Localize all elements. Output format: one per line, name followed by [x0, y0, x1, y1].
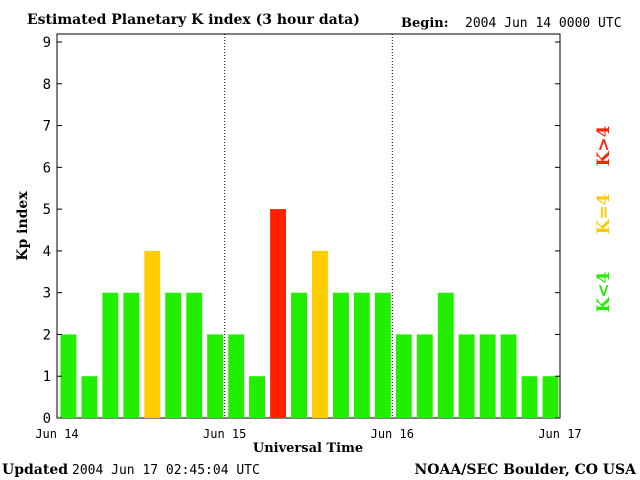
kp-bar	[207, 334, 224, 418]
kp-bar	[60, 334, 77, 418]
x-tick-label: Jun 16	[371, 427, 414, 441]
kp-bar	[500, 334, 517, 418]
x-axis: Jun 14 Jun 15 Jun 16 Jun 17	[35, 427, 581, 441]
kp-bar	[228, 334, 245, 418]
kp-bar	[81, 376, 98, 418]
updated-label: Updated	[2, 462, 68, 478]
y-axis: 0 1 2 3 4 5 6 7 8 9	[43, 35, 560, 427]
kp-bar	[312, 250, 328, 418]
begin-label: Begin:	[401, 16, 449, 31]
kp-bar	[270, 209, 286, 418]
updated-value: 2004 Jun 17 02:45:04 UTC	[72, 463, 260, 478]
kp-bar	[144, 250, 161, 418]
source-credit: NOAA/SEC Boulder, CO USA	[415, 462, 638, 478]
kp-bar	[374, 292, 391, 418]
kp-bar	[479, 334, 496, 418]
kp-bar	[165, 292, 182, 418]
y-tick-label: 6	[43, 160, 51, 176]
y-tick-label: 7	[43, 119, 51, 135]
kp-bar	[123, 292, 140, 418]
y-tick-label: 1	[43, 369, 51, 385]
y-tick-label: 3	[43, 286, 51, 302]
kp-bar	[353, 292, 370, 418]
begin-value: 2004 Jun 14 0000 UTC	[465, 16, 622, 31]
kp-bar	[437, 292, 454, 418]
kp-bar	[395, 334, 412, 418]
y-tick-label: 8	[43, 77, 51, 93]
y-tick-label: 2	[43, 327, 51, 343]
kp-bar	[542, 376, 559, 418]
y-tick-label: 0	[43, 411, 51, 427]
legend-high: K>4	[594, 125, 614, 166]
legend-low: K<4	[594, 271, 614, 312]
kp-bar	[521, 376, 538, 418]
x-axis-label: Universal Time	[253, 441, 363, 456]
kp-bar	[291, 292, 307, 418]
kp-bar	[416, 334, 433, 418]
x-tick-label: Jun 14	[35, 427, 78, 441]
kp-bar	[458, 334, 475, 418]
y-tick-label: 4	[43, 244, 51, 260]
x-tick-label: Jun 17	[538, 427, 581, 441]
y-axis-label: Kp index	[15, 191, 31, 261]
chart-title: Estimated Planetary K index (3 hour data…	[27, 12, 360, 28]
x-tick-label: Jun 15	[203, 427, 246, 441]
y-tick-label: 5	[43, 202, 51, 218]
plot-frame	[56, 33, 561, 419]
bar-group	[60, 209, 559, 418]
y-tick-label: 9	[43, 35, 51, 51]
kp-bar	[249, 376, 265, 418]
kp-bar	[333, 292, 349, 418]
legend-mid: K=4	[594, 193, 614, 234]
kp-bar	[186, 292, 203, 418]
kp-bar	[102, 292, 119, 418]
